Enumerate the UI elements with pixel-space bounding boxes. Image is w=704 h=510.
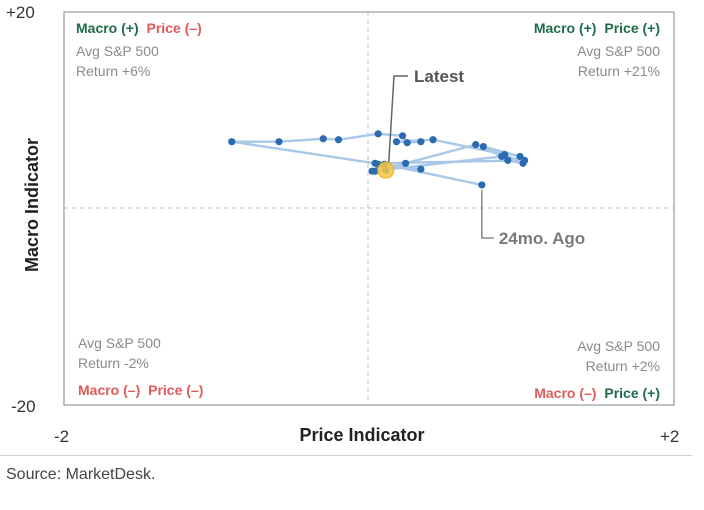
data-point: [479, 143, 487, 151]
data-point: [402, 159, 410, 167]
latest-label: Latest: [414, 67, 464, 86]
x-tick-right: +2: [660, 427, 679, 446]
data-point: [478, 181, 486, 189]
quadrant-br-price: Price (+): [604, 385, 660, 401]
trail-segment: [277, 137, 325, 143]
quadrant-tr-label: Macro (+) Price (+): [534, 20, 660, 36]
source-note: Source: MarketDesk.: [6, 466, 156, 483]
latest-callout: Latest: [388, 67, 464, 163]
data-point: [374, 130, 382, 138]
quadrant-bl-line2: Return -2%: [78, 355, 149, 371]
ago-callout: 24mo. Ago: [481, 189, 585, 248]
x-tick-left: -2: [54, 427, 69, 446]
data-point: [371, 159, 379, 167]
y-tick-bottom: -20: [11, 397, 36, 416]
quadrant-tl-label: Macro (+) Price (–): [76, 20, 202, 36]
y-tick-top: +20: [6, 3, 35, 22]
quadrant-br-macro: Macro (–): [534, 385, 596, 401]
trail-segment: [404, 143, 477, 165]
latest-marker-group: [377, 161, 395, 179]
data-point: [472, 141, 480, 149]
data-point: [417, 165, 425, 173]
x-axis-title: Price Indicator: [299, 425, 424, 445]
trail-segment: [337, 132, 380, 141]
quadrant-tl-line1: Avg S&P 500: [76, 43, 159, 59]
trail-segment: [482, 145, 522, 158]
data-point: [520, 156, 529, 164]
data-point: [398, 132, 407, 140]
data-point: [275, 138, 283, 146]
data-point: [498, 152, 506, 161]
quadrant-br-line1: Avg S&P 500: [577, 338, 660, 354]
quadrant-bl-label: Macro (–) Price (–): [78, 382, 203, 398]
quadrant-tl-macro: Macro (+): [76, 20, 139, 36]
data-point: [429, 136, 437, 144]
data-point: [403, 139, 411, 147]
quadrant-tl-line2: Return +6%: [76, 63, 150, 79]
latest-marker: [377, 161, 395, 179]
y-axis-title: Macro Indicator: [22, 138, 42, 272]
data-point: [392, 138, 401, 146]
quadrant-bl-line1: Avg S&P 500: [78, 335, 161, 351]
ago-label: 24mo. Ago: [499, 229, 585, 248]
data-point: [368, 167, 376, 175]
data-point: [334, 136, 343, 144]
quadrant-br-line2: Return +2%: [586, 358, 660, 374]
source-divider: [0, 455, 692, 456]
quadrant-tr-line2: Return +21%: [578, 63, 660, 79]
quadrant-tr-macro: Macro (+): [534, 20, 597, 36]
quadrant-chart: +20 -20 -2 +2 Price Indicator Macro Indi…: [6, 3, 679, 446]
trail-segment: [431, 138, 506, 156]
quadrant-bl-macro: Macro (–): [78, 382, 140, 398]
data-point: [504, 156, 512, 164]
data-point: [319, 135, 327, 143]
latest-leader-line: [388, 75, 408, 163]
trail-segment: [230, 140, 377, 165]
ago-leader-line: [481, 189, 494, 239]
quadrant-tr-line1: Avg S&P 500: [577, 43, 660, 59]
quadrant-tr-price: Price (+): [604, 20, 660, 36]
quadrant-br-label: Macro (–) Price (+): [534, 385, 660, 401]
quadrant-tl-price: Price (–): [147, 20, 202, 36]
quadrant-bl-price: Price (–): [148, 382, 203, 398]
data-point: [417, 138, 425, 146]
data-point: [228, 138, 236, 146]
